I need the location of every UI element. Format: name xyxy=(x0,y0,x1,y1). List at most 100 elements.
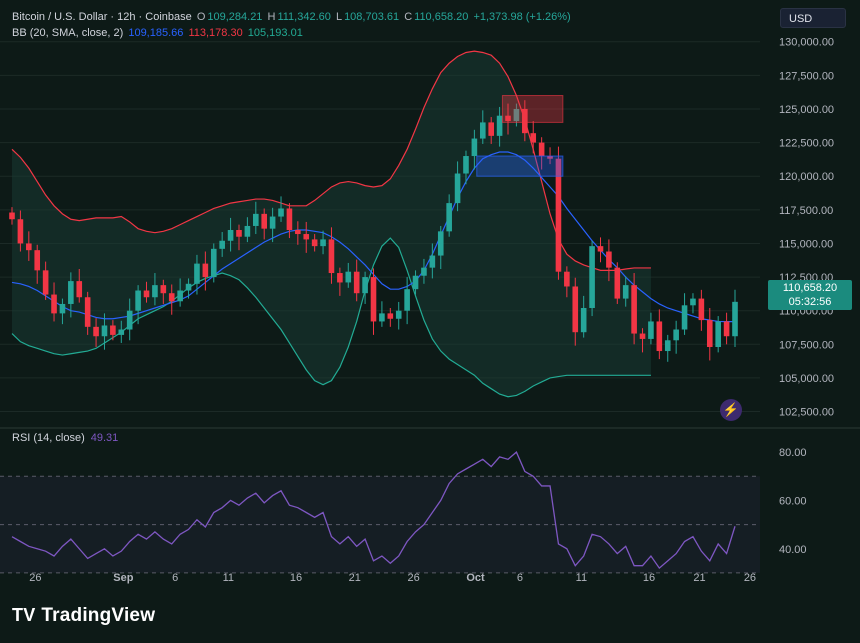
chart-header: Bitcoin / U.S. Dollar · 12h · Coinbase O… xyxy=(12,11,573,23)
candle-body xyxy=(51,294,57,314)
x-tick-label: 6 xyxy=(172,572,178,584)
candle-body xyxy=(17,219,24,244)
candle-body xyxy=(589,246,595,308)
candle-body xyxy=(496,115,503,136)
candle-body xyxy=(530,133,537,143)
candle-body xyxy=(404,289,410,311)
candle-body xyxy=(126,310,133,330)
bar-countdown: 05:32:56 xyxy=(788,296,832,308)
rsi-pane xyxy=(0,451,760,574)
candle-body xyxy=(269,216,276,229)
open-label: O xyxy=(196,11,206,23)
rsi-tick-label: 80.00 xyxy=(779,447,807,459)
candle-body xyxy=(395,310,402,319)
symbol-title[interactable]: Bitcoin / U.S. Dollar · 12h · Coinbase xyxy=(12,11,192,23)
x-tick-label: 26 xyxy=(744,572,756,584)
close-value: 110,658.20 xyxy=(414,11,469,23)
candle-body xyxy=(622,285,629,299)
candle-body xyxy=(471,138,478,157)
candle-body xyxy=(320,239,326,247)
candle-body xyxy=(101,325,108,337)
brand-name: TradingView xyxy=(41,605,156,626)
candle-body xyxy=(135,290,141,311)
x-tick-label: 6 xyxy=(517,572,523,584)
x-tick-label: 11 xyxy=(223,572,234,584)
candle-body xyxy=(614,267,621,299)
candle-body xyxy=(210,248,217,278)
high-value: 111,342.60 xyxy=(277,11,331,23)
y-tick-label: 102,500.00 xyxy=(779,407,834,419)
candle-body xyxy=(345,271,352,283)
y-tick-label: 117,500.00 xyxy=(779,205,833,217)
close-label: C xyxy=(404,11,413,23)
candle-body xyxy=(488,122,494,136)
bb-upper-line xyxy=(11,50,651,271)
bb-header: BB (20, SMA, close, 2) 109,185.66 113,17… xyxy=(12,27,305,39)
candle-body xyxy=(278,208,284,217)
candle-body xyxy=(479,122,486,139)
x-tick-label: 26 xyxy=(408,572,420,584)
candle-body xyxy=(513,108,520,122)
high-label: H xyxy=(267,11,276,23)
candle-body xyxy=(564,271,570,287)
x-tick-label: 16 xyxy=(643,572,655,584)
candle-body xyxy=(236,230,242,237)
candle-body xyxy=(9,212,15,220)
tradingview-brand[interactable]: TV TradingView xyxy=(12,605,155,627)
candle-body xyxy=(59,303,66,314)
candle-body xyxy=(76,281,83,298)
y-tick-label: 127,500.00 xyxy=(779,70,834,82)
candle-body xyxy=(538,142,545,157)
candle-body xyxy=(690,298,696,306)
candle-body xyxy=(194,263,200,284)
bb-lower-line xyxy=(11,237,651,398)
bb-upper-value: 113,178.30 xyxy=(188,27,243,39)
x-tick-label: 11 xyxy=(576,572,587,584)
tradingview-logo-icon: TV xyxy=(12,605,36,625)
candle-body xyxy=(337,273,343,283)
candle-body xyxy=(437,231,444,256)
y-tick-label: 130,000.00 xyxy=(779,37,834,49)
y-tick-label: 120,000.00 xyxy=(779,171,834,183)
candle-body xyxy=(370,277,377,322)
y-tick-label: 105,000.00 xyxy=(779,373,834,385)
candle-body xyxy=(387,313,394,319)
candle-body xyxy=(723,321,730,337)
change-value: +1,373.98 (+1.26%) xyxy=(473,11,571,23)
candle-body xyxy=(446,203,452,232)
candle-body xyxy=(34,250,41,271)
candle-body xyxy=(110,325,116,335)
rsi-header: RSI (14, close) 49.31 xyxy=(12,432,118,444)
candle-body xyxy=(429,255,436,268)
candle-body xyxy=(597,246,604,252)
y-tick-label: 107,500.00 xyxy=(779,339,834,351)
candle-body xyxy=(664,340,671,352)
y-tick-label: 115,000.00 xyxy=(779,238,833,250)
candle-body xyxy=(412,275,419,290)
candle-body xyxy=(379,313,385,322)
currency-button[interactable]: USD xyxy=(780,8,846,28)
candle-body xyxy=(84,297,91,327)
candle-body xyxy=(362,277,368,294)
x-tick-label: Oct xyxy=(466,572,485,584)
fire-icon[interactable]: ⚡ xyxy=(720,399,742,421)
candle-body xyxy=(681,305,688,330)
candle-body xyxy=(303,234,310,240)
candle-body xyxy=(606,251,612,268)
candles xyxy=(9,100,738,362)
last-price: 110,658.20 xyxy=(782,282,838,294)
bb-label[interactable]: BB (20, SMA, close, 2) xyxy=(12,27,124,39)
candle-body xyxy=(152,285,158,298)
candle-body xyxy=(505,115,511,122)
candle-body xyxy=(328,239,335,274)
highlight-boxes xyxy=(476,95,564,177)
candle-body xyxy=(555,158,562,272)
rsi-label[interactable]: RSI (14, close) xyxy=(12,432,85,444)
candle-body xyxy=(185,283,192,291)
low-label: L xyxy=(335,11,343,23)
supply-zone-box xyxy=(501,95,564,123)
bb-lower-value: 105,193.01 xyxy=(247,27,303,39)
candle-body xyxy=(177,290,183,302)
candle-body xyxy=(118,329,125,335)
